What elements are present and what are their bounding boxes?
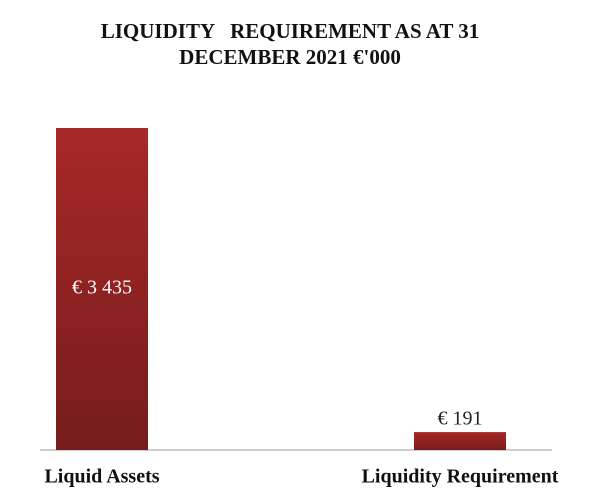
chart-title: LIQUIDITY REQUIREMENT AS AT 31 DECEMBER … [100, 19, 485, 69]
x-tick-label: Liquidity Requirement [362, 466, 559, 488]
x-tick-label: Liquid Assets [44, 466, 159, 488]
value-label: € 191 [438, 408, 483, 430]
value-label: € 3 435 [72, 277, 132, 299]
bar [414, 432, 506, 450]
